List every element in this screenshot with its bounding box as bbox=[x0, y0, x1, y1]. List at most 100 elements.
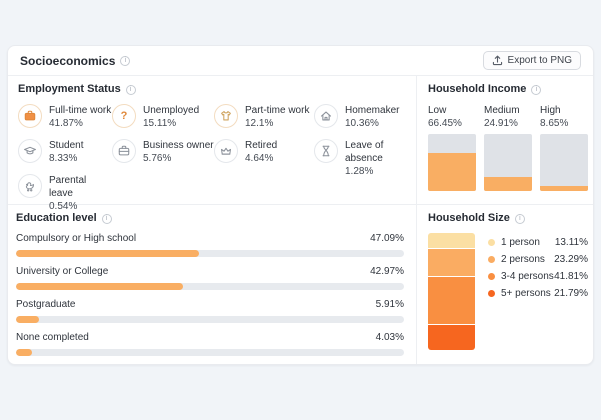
education-bar-track bbox=[16, 283, 404, 290]
export-icon bbox=[492, 55, 502, 66]
income-category: Low 66.45% bbox=[428, 104, 476, 130]
education-level-title: Education level bbox=[16, 212, 97, 224]
employment-value: 15.11% bbox=[143, 118, 177, 129]
income-label: Low bbox=[428, 105, 447, 116]
info-icon[interactable]: i bbox=[101, 214, 112, 224]
household-income-title: Household Income bbox=[428, 83, 527, 95]
income-value: 66.45% bbox=[428, 118, 462, 129]
legend-row: 5+ persons 21.79% bbox=[488, 285, 588, 302]
employment-value: 41.87% bbox=[49, 118, 83, 129]
employment-label: Student bbox=[49, 140, 84, 151]
stacked-segment-2-persons bbox=[428, 248, 475, 276]
legend-value: 23.29% bbox=[554, 254, 588, 265]
employment-value: 12.1% bbox=[245, 118, 274, 129]
employment-status-section: Employment Status i Full-time work 41.87% bbox=[8, 76, 416, 212]
card-title: Socioeconomics bbox=[20, 53, 116, 68]
education-label: None completed bbox=[16, 332, 89, 343]
education-row: University or College 42.97% bbox=[16, 265, 404, 290]
duck-icon bbox=[18, 174, 42, 198]
employment-item-unemployed: ? Unemployed 15.11% bbox=[112, 104, 214, 131]
legend-row: 2 persons 23.29% bbox=[488, 251, 588, 268]
employment-label: Leave of absence bbox=[345, 140, 384, 164]
employment-label: Parental leave bbox=[49, 175, 87, 199]
employment-label: Full-time work bbox=[49, 105, 112, 116]
income-bar-low bbox=[428, 134, 476, 191]
education-label: Postgraduate bbox=[16, 299, 76, 310]
education-bar-track bbox=[16, 250, 404, 257]
legend-value: 13.11% bbox=[554, 237, 588, 248]
hourglass-icon bbox=[314, 139, 338, 163]
employment-label: Business owner bbox=[143, 140, 214, 151]
education-bar-fill bbox=[16, 283, 183, 290]
stacked-segment-1-person bbox=[428, 233, 475, 248]
employment-item-full-time: Full-time work 41.87% bbox=[18, 104, 112, 131]
employment-label: Part-time work bbox=[245, 105, 310, 116]
stacked-segment-5-plus-persons bbox=[428, 325, 475, 350]
employment-value: 1.28% bbox=[345, 166, 374, 177]
employment-item-retired: Retired 4.64% bbox=[214, 139, 314, 166]
education-row: Postgraduate 5.91% bbox=[16, 298, 404, 323]
household-size-legend: 1 person 13.11% 2 persons 23.29% 3-4 per… bbox=[488, 233, 588, 350]
income-bar-fill bbox=[540, 186, 588, 191]
employment-value: 5.76% bbox=[143, 153, 172, 164]
household-size-stacked-bar bbox=[428, 233, 475, 350]
info-icon[interactable]: i bbox=[514, 214, 525, 224]
education-value: 47.09% bbox=[370, 233, 404, 244]
legend-label: 5+ persons bbox=[501, 288, 551, 299]
legend-row: 1 person 13.11% bbox=[488, 234, 588, 251]
income-value: 8.65% bbox=[540, 118, 569, 129]
employment-item-part-time: Part-time work 12.1% bbox=[214, 104, 314, 131]
household-size-section: Household Size i 1 person 13.11 bbox=[417, 204, 593, 350]
income-category: Medium 24.91% bbox=[484, 104, 532, 130]
education-bar-track bbox=[16, 349, 404, 356]
house-icon bbox=[314, 104, 338, 128]
legend-dot bbox=[488, 239, 495, 246]
employment-label: Homemaker bbox=[345, 105, 400, 116]
education-value: 5.91% bbox=[375, 299, 404, 310]
legend-label: 1 person bbox=[501, 237, 540, 248]
socioeconomics-card: Socioeconomics i Export to PNG Employmen… bbox=[7, 45, 594, 365]
legend-label: 2 persons bbox=[501, 254, 545, 265]
employment-value: 10.36% bbox=[345, 118, 379, 129]
legend-value: 41.81% bbox=[554, 271, 588, 282]
employment-label: Unemployed bbox=[143, 105, 200, 116]
household-income-section: Household Income i Low 66.45% Medium 24.… bbox=[417, 76, 593, 204]
info-icon[interactable]: i bbox=[120, 56, 131, 66]
education-level-section: Education level i Compulsory or High sch… bbox=[8, 204, 416, 356]
stacked-segment-3-4-persons bbox=[428, 276, 475, 325]
employment-value: 0.54% bbox=[49, 201, 78, 212]
legend-row: 3-4 persons 41.81% bbox=[488, 268, 588, 285]
briefcase-icon bbox=[18, 104, 42, 128]
income-category: High 8.65% bbox=[540, 104, 588, 130]
employment-item-parental-leave: Parental leave 0.54% bbox=[18, 174, 112, 212]
income-bar-high bbox=[540, 134, 588, 191]
graduation-cap-icon bbox=[18, 139, 42, 163]
education-row: Compulsory or High school 47.09% bbox=[16, 232, 404, 257]
employment-item-leave-of-absence: Leave of absence 1.28% bbox=[314, 139, 406, 177]
question-icon: ? bbox=[112, 104, 136, 128]
export-to-png-button[interactable]: Export to PNG bbox=[482, 51, 581, 70]
income-label: Medium bbox=[484, 105, 520, 116]
employment-item-business-owner: Business owner 5.76% bbox=[112, 139, 214, 166]
briefcase-icon bbox=[112, 139, 136, 163]
employment-value: 8.33% bbox=[49, 153, 78, 164]
employment-item-homemaker: Homemaker 10.36% bbox=[314, 104, 406, 131]
legend-label: 3-4 persons bbox=[501, 271, 554, 282]
tshirt-icon bbox=[214, 104, 238, 128]
income-label: High bbox=[540, 105, 561, 116]
education-bar-fill bbox=[16, 316, 39, 323]
left-column: Employment Status i Full-time work 41.87% bbox=[8, 76, 416, 364]
legend-dot bbox=[488, 256, 495, 263]
income-bar-fill bbox=[428, 153, 476, 191]
info-icon[interactable]: i bbox=[125, 85, 136, 95]
income-value: 24.91% bbox=[484, 118, 518, 129]
legend-dot bbox=[488, 273, 495, 280]
education-bar-track bbox=[16, 316, 404, 323]
employment-value: 4.64% bbox=[245, 153, 274, 164]
info-icon[interactable]: i bbox=[531, 85, 542, 95]
education-value: 4.03% bbox=[375, 332, 404, 343]
education-label: University or College bbox=[16, 266, 109, 277]
legend-value: 21.79% bbox=[554, 288, 588, 299]
income-bar-medium bbox=[484, 134, 532, 191]
